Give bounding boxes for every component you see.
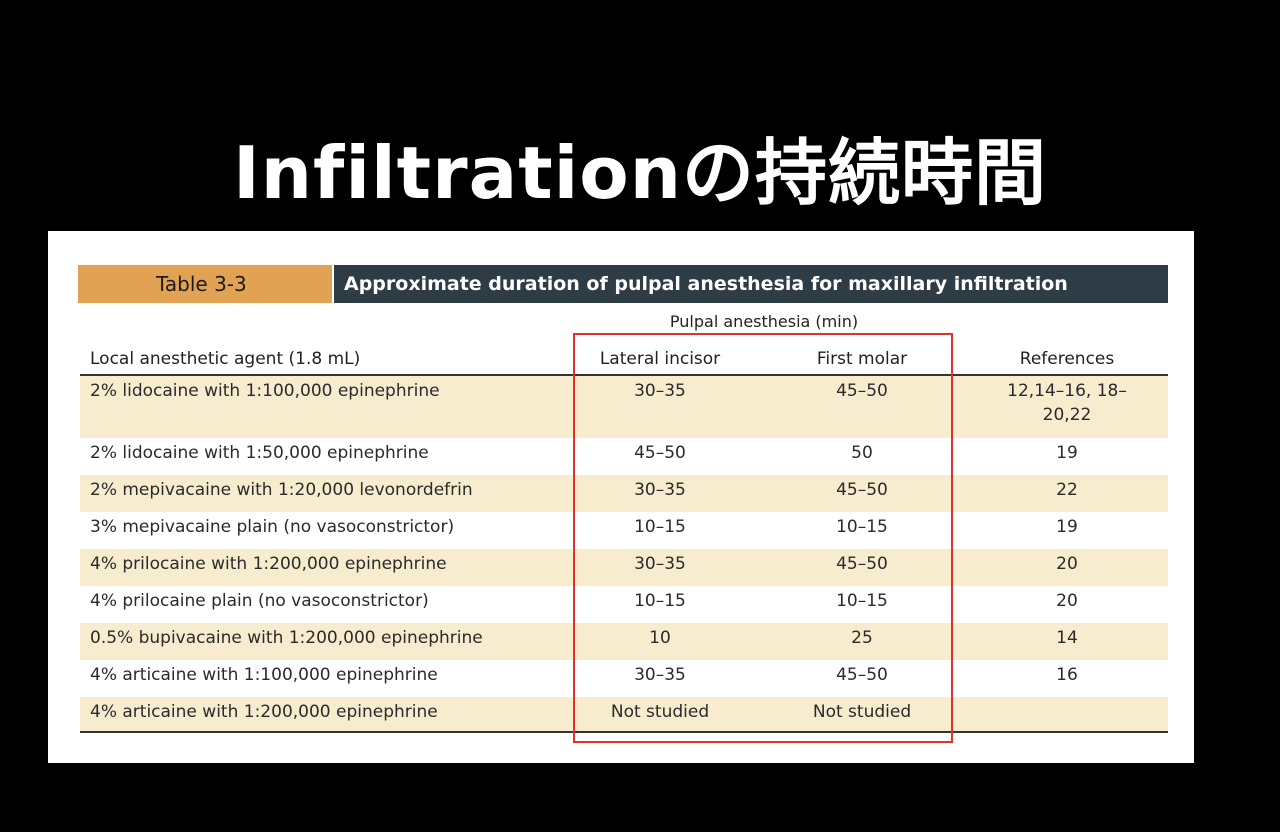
table-row: 3% mepivacaine plain (no vasoconstrictor… [80, 512, 1168, 549]
cell-agent: 2% mepivacaine with 1:20,000 levonordefr… [90, 480, 473, 500]
cell-first-molar: 50 [851, 443, 873, 463]
table-row: 4% articaine with 1:100,000 epinephrine … [80, 660, 1168, 697]
cell-references: 22 [1056, 480, 1078, 500]
column-header-agent: Local anesthetic agent (1.8 mL) [90, 349, 361, 369]
cell-first-molar: 45–50 [836, 480, 888, 500]
header-rule [80, 374, 1168, 376]
cell-first-molar: 10–15 [836, 517, 888, 537]
cell-references: 19 [1056, 517, 1078, 537]
cell-agent: 4% articaine with 1:100,000 epinephrine [90, 665, 438, 685]
cell-agent: 3% mepivacaine plain (no vasoconstrictor… [90, 517, 455, 537]
table-row: 2% lidocaine with 1:100,000 epinephrine … [80, 376, 1168, 438]
cell-references: 12,14–16, 18–20,22 [1007, 381, 1127, 425]
cell-lateral-incisor: Not studied [610, 702, 710, 722]
table-row: 4% articaine with 1:200,000 epinephrine … [80, 697, 1168, 731]
slide-title: Infiltrationの持続時間 [232, 131, 1048, 215]
cell-first-molar: 25 [851, 628, 873, 648]
cell-lateral-incisor: 45–50 [634, 443, 686, 463]
table-number: Table 3-3 [78, 265, 332, 303]
column-header-lateral-incisor: Lateral incisor [599, 349, 721, 369]
column-header-first-molar: First molar [816, 349, 908, 369]
cell-agent: 4% prilocaine plain (no vasoconstrictor) [90, 591, 429, 611]
cell-agent: 4% articaine with 1:200,000 epinephrine [90, 702, 438, 722]
cell-agent: 0.5% bupivacaine with 1:200,000 epinephr… [90, 628, 483, 648]
cell-lateral-incisor: 30–35 [634, 480, 686, 500]
cell-references: 19 [1056, 443, 1078, 463]
cell-lateral-incisor: 10–15 [634, 591, 686, 611]
table-row: 4% prilocaine plain (no vasoconstrictor)… [80, 586, 1168, 623]
cell-lateral-incisor: 10–15 [634, 517, 686, 537]
cell-lateral-incisor: 30–35 [634, 554, 686, 574]
cell-references: 20 [1056, 591, 1078, 611]
cell-first-molar: 45–50 [836, 381, 888, 401]
pulpal-anesthesia-group-header: Pulpal anesthesia (min) [669, 312, 859, 331]
cell-references: 14 [1056, 628, 1078, 648]
cell-agent: 2% lidocaine with 1:50,000 epinephrine [90, 443, 429, 463]
cell-first-molar: Not studied [812, 702, 912, 722]
table-row: 2% lidocaine with 1:50,000 epinephrine 4… [80, 438, 1168, 475]
table-row: 2% mepivacaine with 1:20,000 levonordefr… [80, 475, 1168, 512]
cell-references: 20 [1056, 554, 1078, 574]
cell-first-molar: 45–50 [836, 665, 888, 685]
cell-lateral-incisor: 30–35 [634, 665, 686, 685]
cell-agent: 2% lidocaine with 1:100,000 epinephrine [90, 381, 440, 401]
table-header-band: Table 3-3 Approximate duration of pulpal… [78, 265, 1168, 303]
table-row: 0.5% bupivacaine with 1:200,000 epinephr… [80, 623, 1168, 660]
cell-lateral-incisor: 10 [649, 628, 671, 648]
table-row: 4% prilocaine with 1:200,000 epinephrine… [80, 549, 1168, 586]
cell-references: 16 [1056, 665, 1078, 685]
column-header-references: References [1019, 349, 1115, 369]
cell-agent: 4% prilocaine with 1:200,000 epinephrine [90, 554, 447, 574]
cell-first-molar: 10–15 [836, 591, 888, 611]
bottom-rule [80, 731, 1168, 733]
cell-first-molar: 45–50 [836, 554, 888, 574]
table-panel: Table 3-3 Approximate duration of pulpal… [48, 231, 1194, 763]
cell-lateral-incisor: 30–35 [634, 381, 686, 401]
table-caption: Approximate duration of pulpal anesthesi… [334, 265, 1168, 303]
